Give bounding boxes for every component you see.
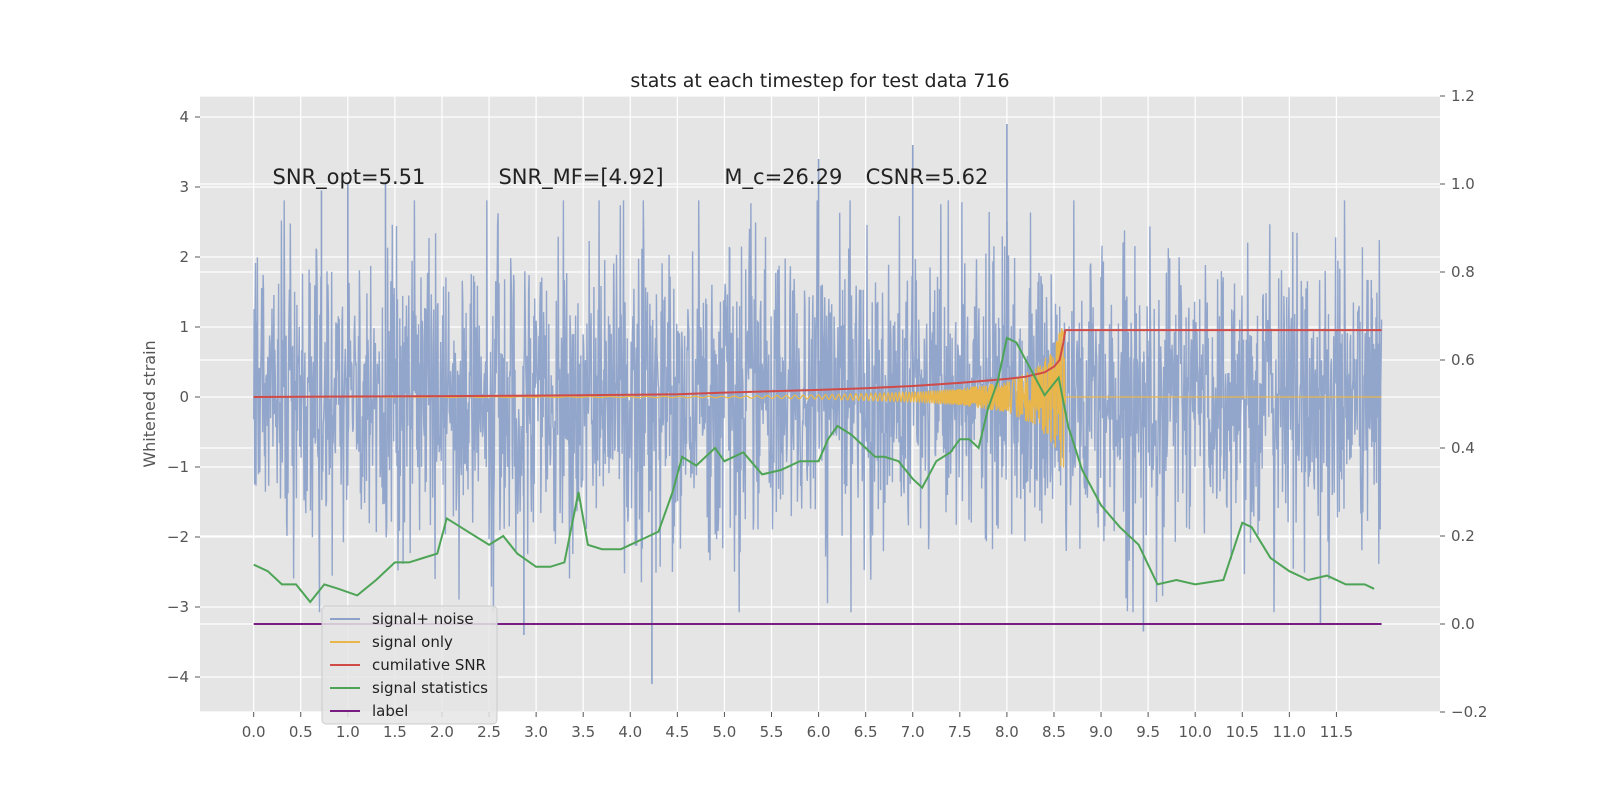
y-tick-label: −4 xyxy=(167,668,189,686)
y-right-tick-label: 0.8 xyxy=(1451,263,1475,281)
series-signal-noise xyxy=(253,200,1383,613)
y-tick-label: 1 xyxy=(179,318,189,336)
y-tick-label: −1 xyxy=(167,458,189,476)
x-tick-label: 6.0 xyxy=(807,723,831,741)
x-tick-label: 7.0 xyxy=(901,723,925,741)
annotation-text: CSNR=5.62 xyxy=(866,165,989,189)
annotation-text: SNR_MF=[4.92] xyxy=(498,165,663,190)
x-tick-label: 11.0 xyxy=(1273,723,1306,741)
legend-label: label xyxy=(372,702,408,720)
x-tick-label: 9.0 xyxy=(1089,723,1113,741)
x-tick-label: 2.0 xyxy=(430,723,454,741)
y-right-tick-label: 0.6 xyxy=(1451,351,1475,369)
series-cumilative-snr xyxy=(253,329,1382,398)
y-tick-label: 4 xyxy=(179,108,189,126)
annotation-text: SNR_opt=5.51 xyxy=(272,165,425,190)
x-tick-label: 9.5 xyxy=(1136,723,1160,741)
series-signal-statistics xyxy=(253,336,1375,604)
x-tick-label: 3.0 xyxy=(524,723,548,741)
x-tick-label: 7.5 xyxy=(948,723,972,741)
x-tick-label: 1.5 xyxy=(383,723,407,741)
x-tick-label: 0.5 xyxy=(289,723,313,741)
y-right-tick-label: 1.2 xyxy=(1451,87,1475,105)
y-tick-label: 3 xyxy=(179,178,189,196)
y-right-tick-label: 0.4 xyxy=(1451,439,1475,457)
x-tick-label: 5.5 xyxy=(760,723,784,741)
x-tick-label: 8.5 xyxy=(1042,723,1066,741)
legend-label: cumilative SNR xyxy=(372,656,486,674)
x-tick-label: 8.0 xyxy=(995,723,1019,741)
y-right-tick-label: −0.2 xyxy=(1451,703,1487,721)
x-tick-label: 6.5 xyxy=(854,723,878,741)
y-right-tick-label: 0.2 xyxy=(1451,527,1475,545)
x-tick-label: 4.0 xyxy=(618,723,642,741)
y-tick-label: −2 xyxy=(167,528,189,546)
y-tick-label: 2 xyxy=(179,248,189,266)
legend-label: signal+ noise xyxy=(372,610,474,628)
legend-label: signal only xyxy=(372,633,453,651)
y-right-tick-label: 1.0 xyxy=(1451,175,1475,193)
x-tick-label: 5.0 xyxy=(713,723,737,741)
annotation-text: M_c=26.29 xyxy=(724,165,842,190)
annotations: SNR_opt=5.51 SNR_MF=[4.92] M_c=26.29 CSNR=5… xyxy=(272,165,988,190)
x-tick-label: 10.0 xyxy=(1178,723,1211,741)
y-tick-label: 0 xyxy=(179,388,189,406)
legend-box xyxy=(321,605,498,725)
x-tick-label: 2.5 xyxy=(477,723,501,741)
x-tick-label: 1.0 xyxy=(336,723,360,741)
legend-label: signal statistics xyxy=(372,679,488,697)
y-tick-label: −3 xyxy=(167,598,189,616)
x-tick-label: 4.5 xyxy=(665,723,689,741)
legend: signal+ noise signal only cumilative SNR si… xyxy=(321,605,498,725)
x-tick-label: 10.5 xyxy=(1226,723,1259,741)
axes: 0.0 0.5 1.0 1.5 2.0 2.5 3.0 3.5 4.0 4.5 5.0 5.5 6.0 6… xyxy=(167,87,1488,741)
x-tick-label: 11.5 xyxy=(1320,723,1353,741)
y-right-tick-label: 0.0 xyxy=(1451,615,1475,633)
x-tick-label: 0.0 xyxy=(242,723,266,741)
x-tick-label: 3.5 xyxy=(571,723,595,741)
chart-title: stats at each timestep for test data 716 xyxy=(630,70,1009,92)
y-axis-label: Whitened strain xyxy=(140,340,159,467)
